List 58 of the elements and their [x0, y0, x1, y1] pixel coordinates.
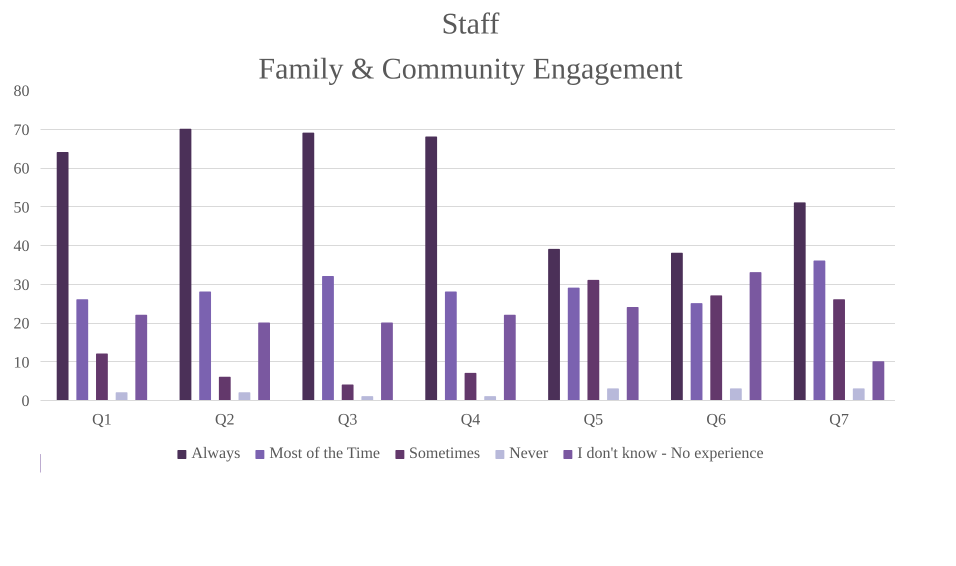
chart-title: Staff: [442, 8, 500, 40]
bar: [135, 314, 148, 400]
y-tick-label: 40: [14, 238, 30, 255]
y-tick-label: 30: [14, 276, 30, 294]
bar: [116, 392, 128, 400]
bar: [750, 272, 762, 400]
bar: [670, 252, 683, 400]
x-tick-label: Q6: [706, 412, 726, 428]
bar: [199, 292, 212, 400]
bar: [587, 280, 600, 400]
bar: [814, 260, 826, 400]
bar: [56, 152, 69, 400]
bar: [607, 388, 619, 400]
bar: [872, 361, 884, 400]
x-tick-label: Q7: [829, 412, 849, 428]
x-tick-label: Q3: [338, 412, 358, 428]
bar: [238, 392, 250, 400]
bar: [180, 128, 192, 400]
bar: [548, 248, 560, 400]
legend-label: Never: [509, 445, 548, 463]
bar: [96, 354, 108, 400]
bar: [425, 136, 438, 400]
y-tick-label: 60: [14, 160, 30, 178]
bar: [730, 388, 742, 400]
bar: [342, 384, 354, 400]
bar: [464, 372, 476, 400]
bar: [361, 396, 374, 400]
bar: [381, 322, 393, 400]
bar: [690, 303, 702, 400]
bar: [626, 307, 639, 400]
x-tick-label: Q5: [584, 412, 604, 428]
bar: [504, 314, 516, 400]
chart-subtitle: Family & Community Engagement: [258, 52, 684, 86]
y-tick-label: 20: [14, 316, 30, 332]
x-tick-label: Q4: [460, 412, 480, 428]
bar: [852, 388, 865, 400]
y-tick-label: 10: [14, 354, 30, 372]
bar: [76, 299, 88, 400]
bar: [833, 299, 845, 400]
x-tick-label: Q1: [92, 412, 112, 428]
bar: [484, 396, 496, 400]
bar: [302, 132, 314, 400]
legend-label: Most of the Time: [269, 445, 380, 463]
bar: [322, 276, 334, 400]
legend-label: I don't know - No experience: [577, 445, 764, 463]
bar: [568, 288, 580, 400]
bar: [710, 295, 722, 400]
bar: [794, 202, 806, 400]
x-tick-label: Q2: [215, 412, 235, 428]
y-tick-label: 80: [14, 83, 30, 100]
bar: [218, 376, 231, 400]
legend-label: Always: [191, 445, 240, 463]
y-tick-label: 50: [14, 199, 30, 216]
y-tick-label: 0: [22, 393, 30, 410]
bar: [444, 292, 457, 400]
legend-label: Sometimes: [409, 445, 480, 463]
bar: [258, 322, 270, 400]
y-tick-label: 70: [14, 122, 30, 139]
